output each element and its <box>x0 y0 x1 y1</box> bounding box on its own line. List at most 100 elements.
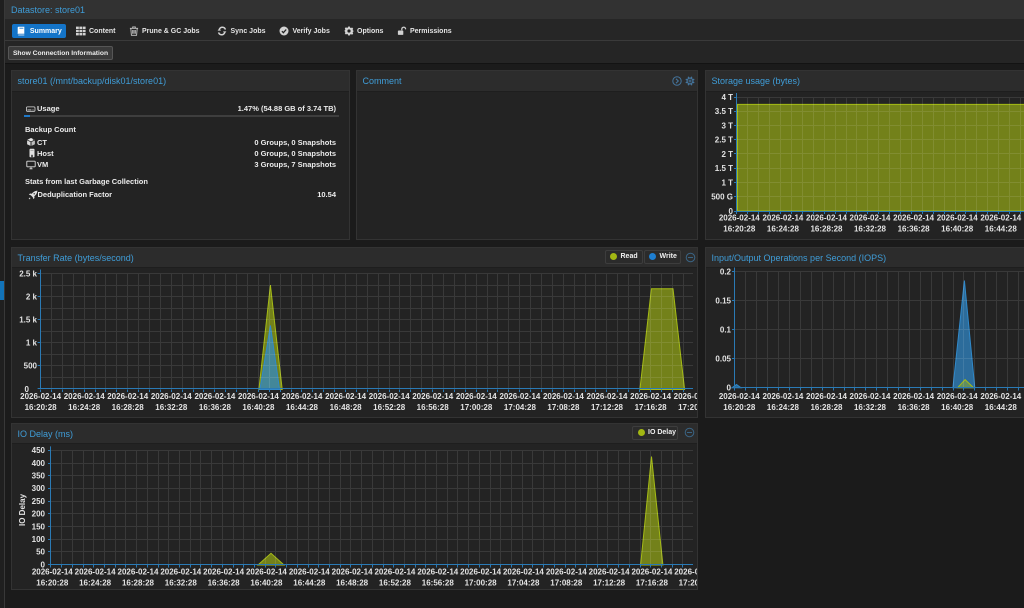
svg-text:2026-02-14: 2026-02-14 <box>980 214 1021 223</box>
svg-text:16:24:28: 16:24:28 <box>767 403 800 412</box>
svg-text:2026-02-14: 2026-02-14 <box>64 392 105 401</box>
svg-text:2026-02-14: 2026-02-14 <box>289 567 330 576</box>
svg-text:2026-02-14: 2026-02-14 <box>460 567 501 576</box>
svg-text:1.5 T: 1.5 T <box>715 164 733 173</box>
svg-text:2026-02-14: 2026-02-14 <box>546 567 587 576</box>
svg-text:16:44:28: 16:44:28 <box>985 225 1018 234</box>
svg-text:2026-02-14: 2026-02-14 <box>631 567 672 576</box>
svg-text:2026-02-14: 2026-02-14 <box>238 392 279 401</box>
svg-text:50: 50 <box>36 548 45 557</box>
svg-text:2026-02-14: 2026-02-14 <box>543 392 584 401</box>
svg-text:0: 0 <box>25 385 30 394</box>
svg-text:2026-02-14: 2026-02-14 <box>762 214 803 223</box>
svg-text:16:28:28: 16:28:28 <box>122 578 155 587</box>
svg-text:17:16:28: 17:16:28 <box>636 578 669 587</box>
svg-text:3.5 T: 3.5 T <box>715 107 733 116</box>
svg-text:17:08:28: 17:08:28 <box>547 403 580 412</box>
svg-text:0.2: 0.2 <box>720 267 732 276</box>
svg-text:16:48:28: 16:48:28 <box>330 403 363 412</box>
svg-text:4 T: 4 T <box>721 93 733 102</box>
svg-text:2026-02-14: 2026-02-14 <box>630 392 671 401</box>
svg-text:2026-02-14: 2026-02-14 <box>589 567 630 576</box>
svg-text:2 T: 2 T <box>721 150 733 159</box>
svg-text:2026-02-14: 2026-02-14 <box>118 567 159 576</box>
svg-text:1 T: 1 T <box>721 178 733 187</box>
svg-text:500 G: 500 G <box>711 193 733 202</box>
svg-text:17:16:28: 17:16:28 <box>635 403 668 412</box>
svg-text:17:08:28: 17:08:28 <box>550 578 583 587</box>
svg-text:2 k: 2 k <box>26 292 38 301</box>
svg-text:300: 300 <box>32 484 46 493</box>
svg-text:17:12:28: 17:12:28 <box>591 403 624 412</box>
svg-text:16:36:28: 16:36:28 <box>208 578 241 587</box>
svg-text:16:36:28: 16:36:28 <box>898 403 931 412</box>
svg-text:2026-02-14: 2026-02-14 <box>325 392 366 401</box>
svg-text:16:28:28: 16:28:28 <box>112 403 145 412</box>
svg-text:2026-02-14: 2026-02-14 <box>980 392 1021 401</box>
svg-text:2026-02-14: 2026-02-14 <box>412 392 453 401</box>
svg-text:16:32:28: 16:32:28 <box>854 225 887 234</box>
svg-text:0.15: 0.15 <box>715 296 731 305</box>
svg-text:2026-02-14: 2026-02-14 <box>719 214 760 223</box>
svg-text:2026-02-14: 2026-02-14 <box>374 567 415 576</box>
svg-text:16:20:28: 16:20:28 <box>36 578 69 587</box>
svg-text:0: 0 <box>41 560 46 569</box>
svg-text:2026-02-14: 2026-02-14 <box>719 392 760 401</box>
svg-text:16:44:28: 16:44:28 <box>985 403 1018 412</box>
svg-text:2026-02-14: 2026-02-14 <box>369 392 410 401</box>
svg-text:17:20:28: 17:20:28 <box>678 403 698 412</box>
svg-text:2026-02-14: 2026-02-14 <box>75 567 116 576</box>
svg-text:16:28:28: 16:28:28 <box>810 225 843 234</box>
svg-text:IO Delay: IO Delay <box>18 493 27 526</box>
svg-text:2026-02-14: 2026-02-14 <box>893 214 934 223</box>
svg-text:2026-02-14: 2026-02-14 <box>674 392 698 401</box>
svg-text:1.5 k: 1.5 k <box>19 316 37 325</box>
svg-text:17:20:28: 17:20:28 <box>679 578 698 587</box>
svg-text:400: 400 <box>32 459 46 468</box>
svg-text:17:12:28: 17:12:28 <box>593 578 626 587</box>
svg-text:16:56:28: 16:56:28 <box>417 403 450 412</box>
svg-text:16:24:28: 16:24:28 <box>68 403 101 412</box>
svg-text:17:00:28: 17:00:28 <box>460 403 493 412</box>
svg-text:2026-02-14: 2026-02-14 <box>893 392 934 401</box>
svg-text:2026-02-14: 2026-02-14 <box>282 392 323 401</box>
svg-text:100: 100 <box>32 535 46 544</box>
svg-text:16:24:28: 16:24:28 <box>79 578 112 587</box>
svg-text:2026-02-14: 2026-02-14 <box>417 567 458 576</box>
svg-text:16:48:28: 16:48:28 <box>336 578 369 587</box>
svg-text:250: 250 <box>32 497 46 506</box>
svg-text:2026-02-14: 2026-02-14 <box>503 567 544 576</box>
svg-text:16:20:28: 16:20:28 <box>723 225 756 234</box>
svg-text:16:40:28: 16:40:28 <box>941 225 974 234</box>
svg-text:17:04:28: 17:04:28 <box>507 578 540 587</box>
svg-text:2026-02-14: 2026-02-14 <box>160 567 201 576</box>
svg-text:2026-02-14: 2026-02-14 <box>806 392 847 401</box>
svg-text:16:56:28: 16:56:28 <box>422 578 455 587</box>
svg-text:0.1: 0.1 <box>720 325 732 334</box>
svg-text:16:40:28: 16:40:28 <box>941 403 974 412</box>
svg-text:2.5 k: 2.5 k <box>19 269 37 278</box>
svg-text:2026-02-14: 2026-02-14 <box>850 214 891 223</box>
svg-text:2026-02-14: 2026-02-14 <box>20 392 61 401</box>
svg-text:2026-02-14: 2026-02-14 <box>151 392 192 401</box>
svg-text:2026-02-14: 2026-02-14 <box>194 392 235 401</box>
svg-text:150: 150 <box>32 522 46 531</box>
svg-text:16:36:28: 16:36:28 <box>898 225 931 234</box>
svg-text:500: 500 <box>24 362 38 371</box>
svg-text:2026-02-14: 2026-02-14 <box>850 392 891 401</box>
svg-text:350: 350 <box>32 472 46 481</box>
svg-text:2026-02-14: 2026-02-14 <box>499 392 540 401</box>
svg-text:16:20:28: 16:20:28 <box>25 403 58 412</box>
svg-text:2026-02-14: 2026-02-14 <box>32 567 73 576</box>
svg-text:16:32:28: 16:32:28 <box>155 403 188 412</box>
svg-text:2026-02-14: 2026-02-14 <box>107 392 148 401</box>
svg-text:200: 200 <box>32 510 46 519</box>
svg-text:3 T: 3 T <box>721 121 733 130</box>
svg-text:16:44:28: 16:44:28 <box>286 403 319 412</box>
svg-text:2026-02-14: 2026-02-14 <box>937 214 978 223</box>
svg-text:16:40:28: 16:40:28 <box>250 578 283 587</box>
svg-text:2026-02-14: 2026-02-14 <box>806 214 847 223</box>
svg-text:2026-02-14: 2026-02-14 <box>674 567 698 576</box>
svg-text:2.5 T: 2.5 T <box>715 136 733 145</box>
svg-text:16:36:28: 16:36:28 <box>199 403 232 412</box>
